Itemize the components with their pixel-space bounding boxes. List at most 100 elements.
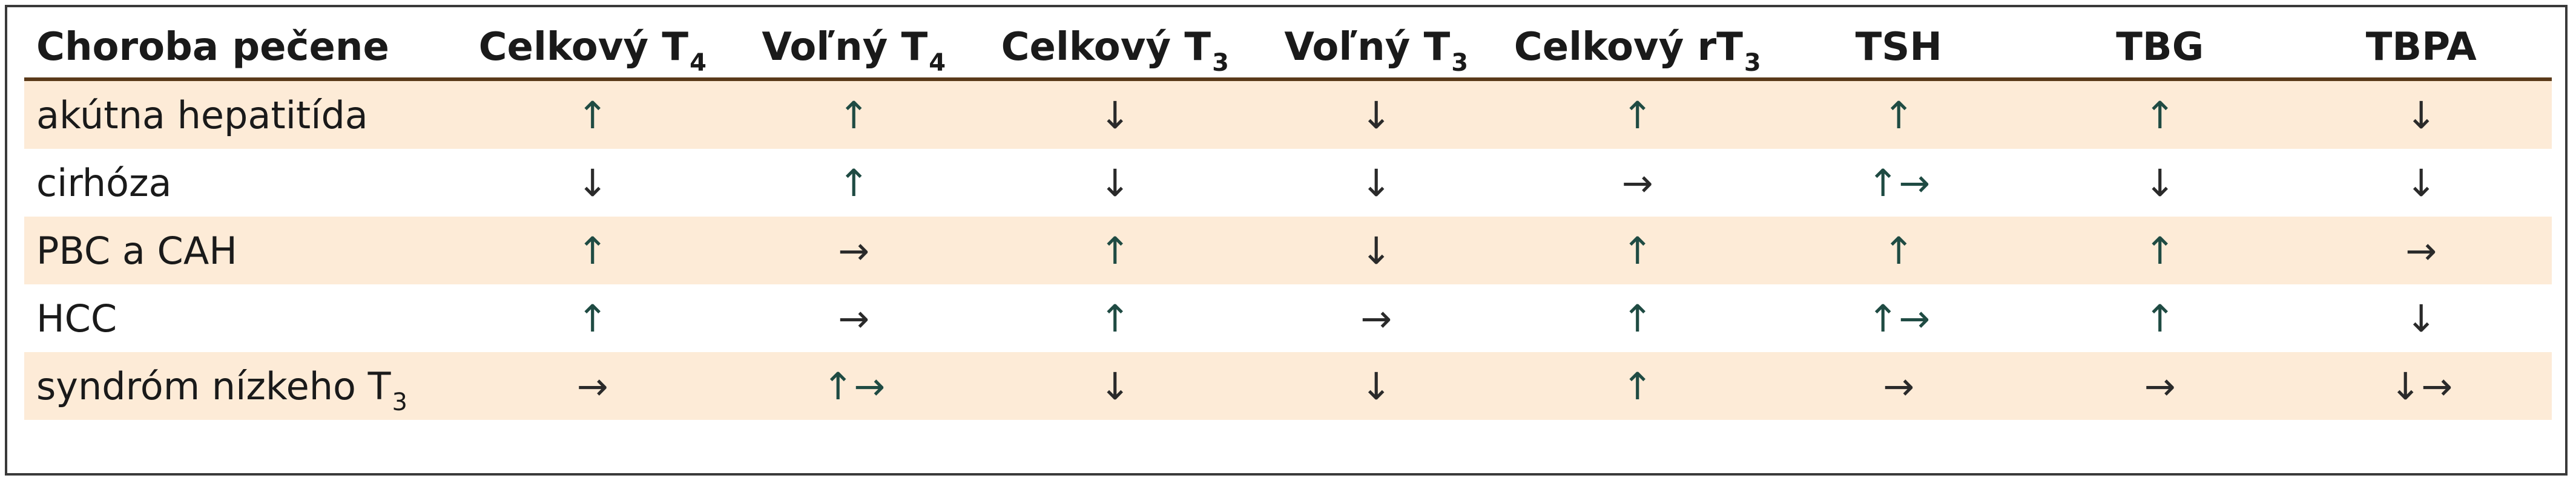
trend-cell: →: [2290, 217, 2552, 284]
trend-arrow-icon: ↑: [1099, 296, 1131, 341]
trend-arrow-icon: ↑: [1621, 364, 1653, 408]
trend-arrow-icon: →: [2405, 228, 2437, 273]
trend-cell: ↓: [1245, 352, 1507, 420]
header-total-t4: Celkový T4: [462, 17, 723, 81]
trend-arrow-icon: ↓: [2405, 160, 2437, 205]
trend-arrow-icon: ↑: [1883, 228, 1915, 273]
trend-cell: ↑: [2029, 217, 2291, 284]
trend-arrow-icon: →: [576, 364, 608, 408]
header-total-t3: Celkový T3: [984, 17, 1246, 81]
header-tbg: TBG: [2029, 17, 2291, 81]
trend-cell: →: [723, 284, 984, 352]
trend-cell: ↓: [1245, 149, 1507, 217]
header-free-t4: Voľný T4: [723, 17, 984, 81]
trend-cell: ↓→: [2290, 352, 2552, 420]
trend-cell: ↓: [984, 149, 1246, 217]
table-row: akútna hepatitída ↑ ↑ ↓ ↓ ↑ ↑ ↑ ↓: [24, 79, 2552, 149]
trend-cell: →: [1768, 352, 2029, 420]
header-tsh: TSH: [1768, 17, 2029, 81]
trend-arrow-icon: ↓: [1099, 160, 1131, 205]
trend-arrow-icon: ↑: [838, 160, 870, 205]
table-frame: [5, 5, 2568, 476]
trend-cell: →: [1245, 284, 1507, 352]
trend-arrow-icon: ↓: [2405, 296, 2437, 341]
table-row: HCC ↑ → ↑ → ↑ ↑→ ↑ ↓: [24, 284, 2552, 352]
trend-arrow-icon: ↓: [1360, 228, 1392, 273]
trend-cell: ↓: [984, 352, 1246, 420]
trend-arrow-icon: ↑→: [1867, 296, 1931, 341]
trend-arrow-icon: ↑: [838, 93, 870, 137]
trend-arrow-icon: ↑→: [1867, 160, 1931, 205]
trend-arrow-icon: ↓: [2144, 160, 2176, 205]
trend-cell: ↑→: [1768, 284, 2029, 352]
trend-cell: ↑: [462, 217, 723, 284]
trend-arrow-icon: →: [1360, 296, 1392, 341]
trend-cell: ↑: [1768, 217, 2029, 284]
trend-arrow-icon: ↓: [576, 160, 608, 205]
trend-arrow-icon: ↑: [2144, 228, 2176, 273]
header-row: Choroba pečene Celkový T4 Voľný T4 Celko…: [24, 17, 2552, 81]
trend-cell: ↑: [723, 149, 984, 217]
trend-cell: ↑: [1507, 284, 1768, 352]
trend-cell: ↑: [462, 79, 723, 149]
trend-arrow-icon: ↓: [1099, 364, 1131, 408]
trend-cell: ↑: [1507, 79, 1768, 149]
trend-arrow-icon: ↑: [1621, 296, 1653, 341]
disease-label: PBC a CAH: [36, 228, 237, 273]
trend-cell: ↑: [723, 79, 984, 149]
trend-cell: ↓: [1245, 79, 1507, 149]
header-tbpa: TBPA: [2290, 17, 2552, 81]
trend-arrow-icon: ↑: [1621, 93, 1653, 137]
trend-arrow-icon: ↑: [2144, 93, 2176, 137]
row-disease-name: akútna hepatitída: [24, 79, 462, 149]
trend-cell: ↑: [1768, 79, 2029, 149]
trend-arrow-icon: →: [838, 296, 870, 341]
trend-cell: →: [462, 352, 723, 420]
trend-arrow-icon: ↑: [1621, 228, 1653, 273]
disease-label-subscript: 3: [392, 388, 407, 416]
trend-arrow-icon: ↓: [2405, 93, 2437, 137]
trend-arrow-icon: ↓: [1360, 364, 1392, 408]
liver-disease-thyroid-table: Choroba pečene Celkový T4 Voľný T4 Celko…: [24, 17, 2552, 420]
trend-cell: ↑→: [723, 352, 984, 420]
trend-cell: ↓: [984, 79, 1246, 149]
trend-cell: ↓: [2290, 79, 2552, 149]
trend-cell: ↑→: [1768, 149, 2029, 217]
disease-label: syndróm nízkeho T: [36, 364, 391, 408]
trend-arrow-icon: ↑→: [822, 364, 886, 408]
trend-cell: ↓: [462, 149, 723, 217]
trend-arrow-icon: ↑: [1099, 228, 1131, 273]
trend-cell: →: [1507, 149, 1768, 217]
trend-cell: ↑: [984, 284, 1246, 352]
trend-arrow-icon: ↑: [576, 228, 608, 273]
trend-cell: ↓: [2029, 149, 2291, 217]
disease-label: HCC: [36, 296, 117, 341]
disease-label: cirhóza: [36, 160, 172, 205]
header-total-rt3: Celkový rT3: [1507, 17, 1768, 81]
trend-cell: →: [2029, 352, 2291, 420]
disease-label: akútna hepatitída: [36, 93, 368, 137]
row-disease-name: HCC: [24, 284, 462, 352]
trend-arrow-icon: →: [838, 228, 870, 273]
trend-arrow-icon: ↓: [1360, 93, 1392, 137]
trend-cell: ↑: [2029, 79, 2291, 149]
row-disease-name: cirhóza: [24, 149, 462, 217]
row-disease-name: syndróm nízkeho T3: [24, 352, 462, 420]
trend-cell: ↑: [1507, 352, 1768, 420]
header-disease: Choroba pečene: [24, 17, 462, 81]
row-disease-name: PBC a CAH: [24, 217, 462, 284]
trend-cell: ↑: [462, 284, 723, 352]
trend-arrow-icon: ↓→: [2390, 364, 2453, 408]
trend-arrow-icon: →: [2144, 364, 2176, 408]
table-row: PBC a CAH ↑ → ↑ ↓ ↑ ↑ ↑ →: [24, 217, 2552, 284]
table-row: cirhóza ↓ ↑ ↓ ↓ → ↑→ ↓ ↓: [24, 149, 2552, 217]
trend-arrow-icon: ↓: [1360, 160, 1392, 205]
trend-arrow-icon: ↑: [576, 93, 608, 137]
trend-arrow-icon: ↑: [2144, 296, 2176, 341]
header-free-t3: Voľný T3: [1245, 17, 1507, 81]
table-body: akútna hepatitída ↑ ↑ ↓ ↓ ↑ ↑ ↑ ↓ cirhóza ↓ ↑ ↓ ↓ → ↑→ ↓…: [24, 79, 2552, 420]
trend-arrow-icon: →: [1621, 160, 1653, 205]
trend-cell: ↓: [1245, 217, 1507, 284]
table-row: syndróm nízkeho T3 → ↑→ ↓ ↓ ↑ → → ↓→: [24, 352, 2552, 420]
trend-cell: ↑: [1507, 217, 1768, 284]
